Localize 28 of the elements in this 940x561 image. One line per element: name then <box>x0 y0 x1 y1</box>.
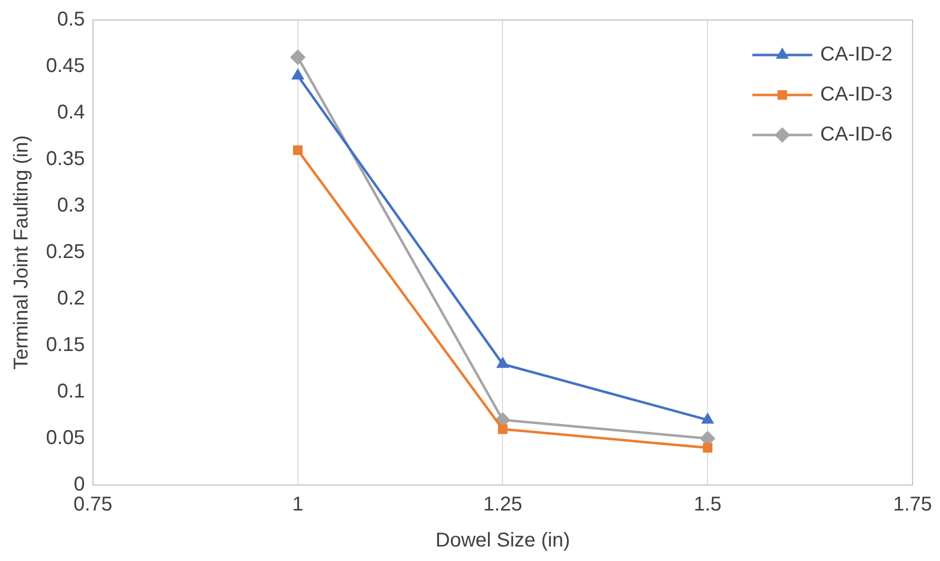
y-tick-label: 0.4 <box>57 102 85 124</box>
legend-label: CA-ID-2 <box>820 44 893 66</box>
y-tick-label: 0 <box>74 474 85 496</box>
point <box>290 50 306 64</box>
y-tick-label: 0.5 <box>57 8 85 31</box>
point <box>293 145 303 155</box>
y-tick-label: 0.3 <box>57 194 85 217</box>
y-tick-label: 0.45 <box>46 55 85 78</box>
x-tick-label: 1.5 <box>694 494 722 516</box>
x-tick-label: 1.25 <box>483 494 522 516</box>
point <box>702 414 714 424</box>
point <box>702 443 712 453</box>
point <box>497 358 508 368</box>
y-tick-label: 0.05 <box>46 427 85 450</box>
y-tick-label: 0.1 <box>57 380 85 403</box>
x-axis-title: Dowel Size (in) <box>435 530 570 552</box>
legend-label: CA-ID-3 <box>820 84 893 106</box>
y-tick-label: 0.25 <box>46 241 85 264</box>
y-tick-label: 0.15 <box>46 334 85 356</box>
x-tick-label: 1.75 <box>893 494 932 516</box>
y-tick-label: 0.2 <box>57 288 85 310</box>
point <box>292 70 304 80</box>
x-tick-label: 1 <box>292 494 304 516</box>
x-tick-label: 0.75 <box>73 494 112 516</box>
y-axis-title: Terminal Joint Faulting (in) <box>10 135 33 370</box>
legend-label: CA-ID-6 <box>820 124 893 146</box>
point <box>498 424 508 434</box>
y-tick-label: 0.35 <box>46 148 85 170</box>
